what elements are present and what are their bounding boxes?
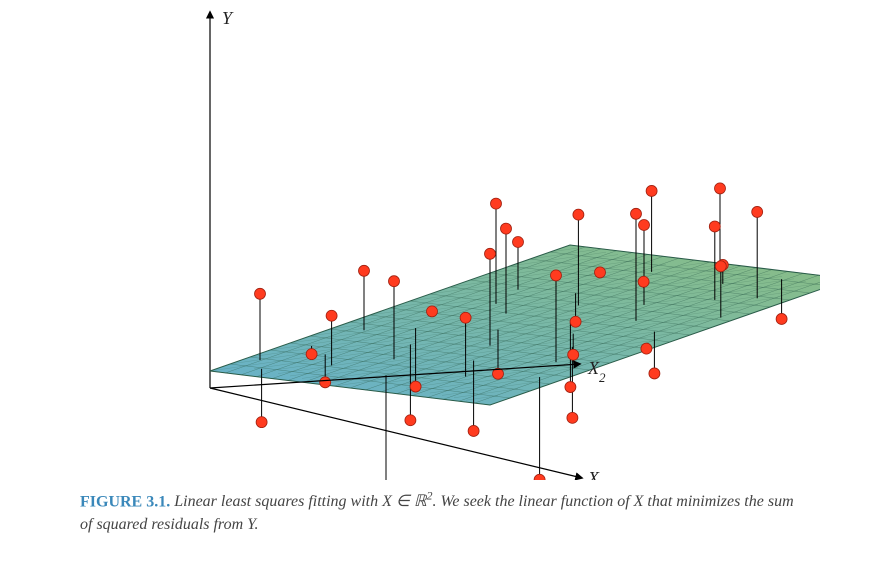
caption-body: Linear least squares fitting with X ∈ ℝ2… (80, 493, 794, 532)
diagram-container: YX1X2 (60, 0, 820, 485)
svg-text:Y: Y (222, 8, 234, 28)
caption-math: X ∈ ℝ (382, 493, 426, 510)
regression-plane-diagram: YX1X2 (60, 0, 820, 480)
figure-caption: FIGURE 3.1. Linear least squares fitting… (80, 488, 800, 536)
axis-labels: YX1X2 (222, 8, 606, 480)
caption-label: FIGURE 3.1. (80, 493, 170, 510)
regression-plane (210, 245, 820, 405)
svg-text:X1: X1 (587, 468, 606, 480)
caption-prefix: Linear least squares fitting with (174, 493, 382, 510)
